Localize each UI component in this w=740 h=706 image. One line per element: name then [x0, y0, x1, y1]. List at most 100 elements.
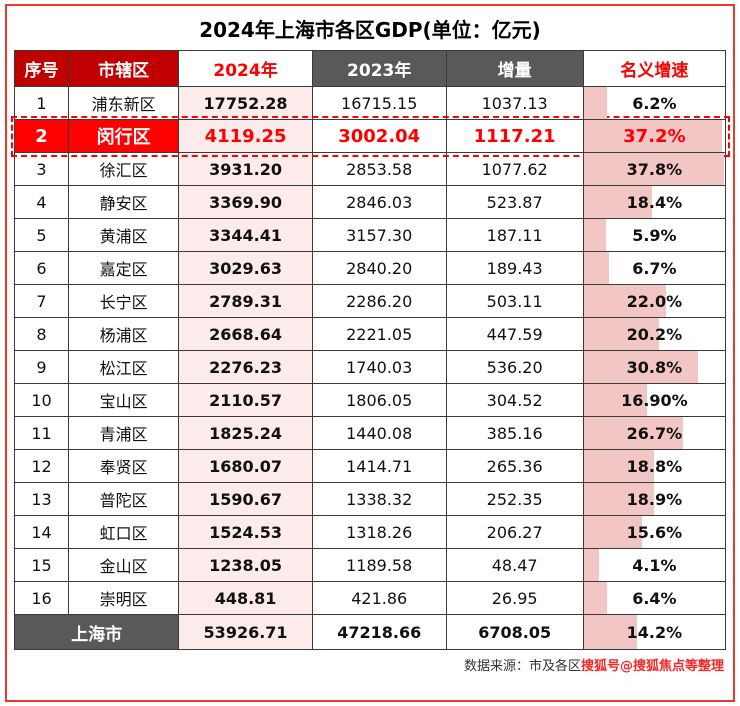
- gdp-2024-cell: 2668.64: [178, 317, 313, 351]
- delta-cell: 26.95: [445, 581, 584, 615]
- total-growth-cell: 14.2%: [582, 614, 727, 650]
- col-header-delta: 增量: [445, 50, 584, 87]
- rank-cell: 7: [13, 284, 70, 318]
- delta-cell: 206.27: [445, 515, 584, 549]
- delta-cell: 523.87: [445, 185, 584, 219]
- gdp-2023-cell: 2840.20: [311, 251, 447, 285]
- table-row: 9 松江区 2276.23 1740.03 536.20 30.8%: [13, 350, 727, 384]
- growth-bar: [584, 351, 699, 383]
- rank-cell: 11: [13, 416, 70, 450]
- growth-bar: [584, 186, 653, 218]
- growth-value: 6.7%: [632, 258, 677, 278]
- district-cell: 虹口区: [68, 515, 180, 549]
- rank-cell: 3: [13, 152, 70, 186]
- col-header-2023: 2023年: [311, 50, 447, 87]
- growth-cell: 20.2%: [582, 317, 727, 351]
- rank-cell: 9: [13, 350, 70, 384]
- delta-cell: 252.35: [445, 482, 584, 516]
- growth-value: 26.7%: [626, 423, 683, 443]
- district-cell: 杨浦区: [68, 317, 180, 351]
- growth-bar: [584, 384, 647, 416]
- table-row: 1 浦东新区 17752.28 16715.15 1037.13 6.2%: [13, 86, 727, 120]
- growth-value: 22.0%: [626, 291, 683, 311]
- rank-cell: 14: [13, 515, 70, 549]
- col-header-growth: 名义增速: [582, 50, 727, 87]
- rank-cell: 5: [13, 218, 70, 252]
- col-header-rank: 序号: [13, 50, 70, 87]
- gdp-2023-cell: 1189.58: [311, 548, 447, 582]
- table-footer: 上海市 53926.71 47218.66 6708.05 14.2%: [13, 614, 727, 650]
- table-row: 4 静安区 3369.90 2846.03 523.87 18.4%: [13, 185, 727, 219]
- table-row: 8 杨浦区 2668.64 2221.05 447.59 20.2%: [13, 317, 727, 351]
- delta-cell: 48.47: [445, 548, 584, 582]
- delta-cell: 1117.21: [445, 119, 584, 153]
- district-cell: 松江区: [68, 350, 180, 384]
- district-cell: 闵行区: [68, 119, 180, 153]
- col-header-district: 市辖区: [68, 50, 180, 87]
- growth-cell: 5.9%: [582, 218, 727, 252]
- table-row: 7 长宁区 2789.31 2286.20 503.11 22.0%: [13, 284, 727, 318]
- growth-value: 6.4%: [632, 588, 677, 608]
- total-row: 上海市 53926.71 47218.66 6708.05 14.2%: [13, 614, 727, 650]
- growth-cell: 18.8%: [582, 449, 727, 483]
- growth-cell: 15.6%: [582, 515, 727, 549]
- table-row: 10 宝山区 2110.57 1806.05 304.52 16.90%: [13, 383, 727, 417]
- growth-cell: 4.1%: [582, 548, 727, 582]
- growth-cell: 26.7%: [582, 416, 727, 450]
- gdp-2024-cell: 4119.25: [178, 119, 313, 153]
- growth-value: 6.2%: [632, 93, 677, 113]
- delta-cell: 189.43: [445, 251, 584, 285]
- delta-cell: 385.16: [445, 416, 584, 450]
- growth-bar: [584, 450, 654, 482]
- rank-cell: 4: [13, 185, 70, 219]
- col-header-2024: 2024年: [178, 50, 313, 87]
- table-row: 16 崇明区 448.81 421.86 26.95 6.4%: [13, 581, 727, 615]
- delta-cell: 1077.62: [445, 152, 584, 186]
- growth-bar: [584, 120, 723, 152]
- rank-cell: 6: [13, 251, 70, 285]
- total-gdp-2023-cell: 47218.66: [311, 614, 447, 650]
- gdp-2024-cell: 1238.05: [178, 548, 313, 582]
- growth-cell: 18.9%: [582, 482, 727, 516]
- growth-bar: [584, 318, 659, 350]
- rank-cell: 12: [13, 449, 70, 483]
- delta-cell: 304.52: [445, 383, 584, 417]
- gdp-2024-cell: 1825.24: [178, 416, 313, 450]
- gdp-2024-cell: 3369.90: [178, 185, 313, 219]
- gdp-2023-cell: 3002.04: [311, 119, 447, 153]
- gdp-2023-cell: 1318.26: [311, 515, 447, 549]
- gdp-2024-cell: 3029.63: [178, 251, 313, 285]
- growth-value: 18.8%: [626, 456, 683, 476]
- growth-bar: [584, 582, 608, 614]
- growth-value: 37.2%: [623, 125, 686, 147]
- delta-cell: 447.59: [445, 317, 584, 351]
- growth-value: 16.90%: [621, 390, 688, 410]
- gdp-2023-cell: 1338.32: [311, 482, 447, 516]
- outer-frame: 2024年上海市各区GDP(单位：亿元) 序号 市辖区 2024年 2023年 …: [5, 4, 735, 702]
- delta-cell: 536.20: [445, 350, 584, 384]
- district-cell: 青浦区: [68, 416, 180, 450]
- growth-bar: [584, 219, 606, 251]
- district-cell: 金山区: [68, 548, 180, 582]
- growth-bar: [584, 87, 607, 119]
- growth-value: 30.8%: [626, 357, 683, 377]
- growth-cell: 6.2%: [582, 86, 727, 120]
- table-row: 15 金山区 1238.05 1189.58 48.47 4.1%: [13, 548, 727, 582]
- total-gdp-2024-cell: 53926.71: [178, 614, 313, 650]
- growth-cell: 6.4%: [582, 581, 727, 615]
- gdp-2023-cell: 2853.58: [311, 152, 447, 186]
- delta-cell: 1037.13: [445, 86, 584, 120]
- growth-cell: 30.8%: [582, 350, 727, 384]
- growth-cell: 37.8%: [582, 152, 727, 186]
- gdp-2023-cell: 421.86: [311, 581, 447, 615]
- data-source-label: 数据来源：市及各区: [463, 659, 581, 674]
- table-row: 6 嘉定区 3029.63 2840.20 189.43 6.7%: [13, 251, 727, 285]
- growth-value: 5.9%: [632, 225, 677, 245]
- district-cell: 普陀区: [68, 482, 180, 516]
- data-source-line: 数据来源：市及各区搜狐号@搜狐焦点等整理: [14, 655, 726, 674]
- rank-cell: 13: [13, 482, 70, 516]
- gdp-2024-cell: 17752.28: [178, 86, 313, 120]
- district-cell: 黄浦区: [68, 218, 180, 252]
- delta-cell: 265.36: [445, 449, 584, 483]
- growth-bar: [584, 516, 642, 548]
